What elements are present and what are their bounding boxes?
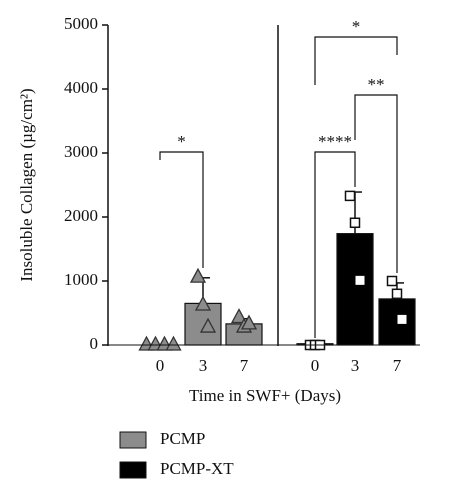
x-tick-label: 3	[199, 356, 208, 375]
significance-label: *	[177, 132, 186, 151]
y-tick-label: 5000	[64, 14, 98, 33]
y-axis-title: Insoluble Collagen (µg/cm²)	[17, 88, 36, 281]
x-axis-title: Time in SWF+ (Days)	[189, 386, 341, 405]
y-tick-label: 0	[90, 334, 99, 353]
y-tick-label: 1000	[64, 270, 98, 289]
bar	[336, 233, 374, 346]
data-point	[344, 190, 356, 202]
data-point	[194, 295, 212, 311]
data-point	[189, 267, 207, 283]
x-tick-label: 0	[156, 356, 165, 375]
significance-label: ****	[318, 132, 352, 151]
bar	[378, 298, 416, 346]
data-point	[386, 275, 398, 287]
significance-label: **	[368, 75, 385, 94]
y-tick-label: 2000	[64, 206, 98, 225]
x-tick-label: 7	[240, 356, 249, 375]
x-tick-label: 3	[351, 356, 360, 375]
legend-label: PCMP	[160, 429, 205, 448]
data-point	[397, 314, 407, 324]
x-tick-label: 0	[311, 356, 320, 375]
legend-swatch	[119, 461, 147, 479]
significance-bracket	[354, 94, 398, 273]
data-point	[391, 288, 403, 300]
significance-label: *	[352, 17, 361, 36]
legend-label: PCMP-XT	[160, 459, 234, 478]
significance-bracket	[314, 151, 356, 338]
significance-bracket	[159, 151, 204, 268]
y-tick-label: 4000	[64, 78, 98, 97]
data-point	[199, 317, 217, 333]
y-tick-label: 3000	[64, 142, 98, 161]
data-point	[165, 335, 182, 351]
x-tick-label: 7	[393, 356, 402, 375]
significance-bracket	[314, 36, 398, 85]
data-point	[230, 308, 248, 324]
legend-swatch	[119, 431, 147, 449]
data-point	[240, 314, 258, 330]
data-point	[355, 275, 365, 285]
data-point	[349, 217, 361, 229]
